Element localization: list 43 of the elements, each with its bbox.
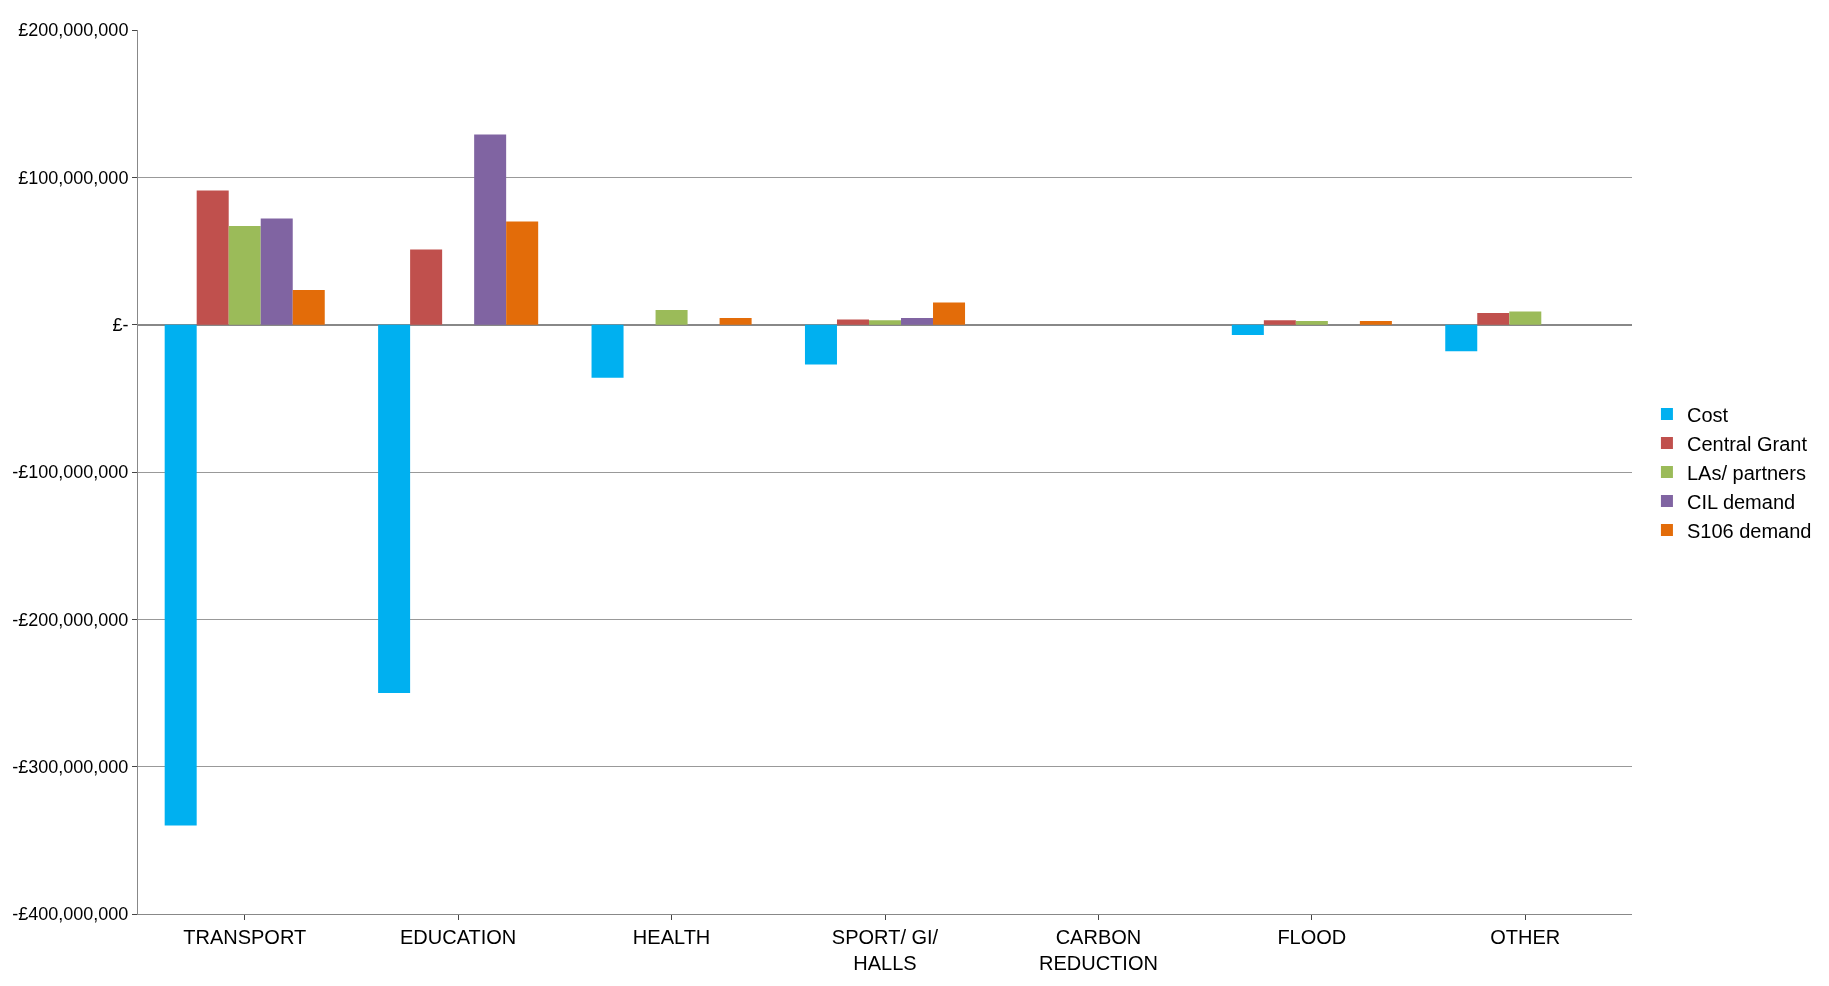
x-tick-label: CARBON REDUCTION — [1038, 926, 1158, 974]
bar — [1263, 320, 1296, 325]
legend-label: CIL demand — [1686, 490, 1796, 513]
y-tick-label: £100,000,000 — [18, 167, 129, 188]
bar — [655, 309, 688, 325]
bar — [901, 318, 934, 325]
x-tick-label: OTHER — [1490, 926, 1561, 948]
bar — [804, 324, 837, 365]
y-tick-label: £200,000,000 — [18, 20, 129, 41]
legend-label: LAs/ partners — [1686, 461, 1806, 484]
y-tick-label: -£200,000,000 — [12, 609, 129, 630]
bar — [196, 190, 229, 325]
bar — [1359, 320, 1392, 325]
legend-label: Cost — [1686, 403, 1729, 426]
bar — [1445, 324, 1478, 352]
bar — [506, 221, 539, 325]
bar — [1231, 324, 1264, 335]
legend-label: Central Grant — [1686, 432, 1808, 455]
bar — [260, 218, 293, 325]
bar — [292, 290, 325, 325]
y-tick-label: -£100,000,000 — [12, 462, 129, 483]
bar — [1477, 312, 1510, 325]
y-tick-label: -£300,000,000 — [12, 756, 129, 777]
x-tick-label: TRANSPORT — [183, 926, 307, 948]
bar — [868, 320, 902, 325]
bar — [410, 249, 443, 325]
bar — [933, 302, 966, 325]
bar — [591, 324, 624, 378]
y-tick-label: £- — [112, 314, 129, 335]
bar — [378, 324, 411, 693]
bar — [474, 134, 507, 325]
x-tick-label: SPORT/ GI/ HALLS — [831, 926, 939, 974]
legend-label: S106 demand — [1686, 519, 1812, 542]
bar — [1295, 320, 1328, 325]
y-tick-label: -£400,000,000 — [12, 904, 129, 925]
x-tick-label: FLOOD — [1277, 926, 1347, 948]
bar — [164, 324, 197, 826]
x-tick-label: EDUCATION — [399, 926, 517, 948]
bar — [228, 225, 261, 325]
bar — [719, 318, 752, 325]
bar — [836, 319, 869, 325]
bar — [1509, 311, 1542, 325]
x-tick-label: HEALTH — [632, 926, 711, 948]
